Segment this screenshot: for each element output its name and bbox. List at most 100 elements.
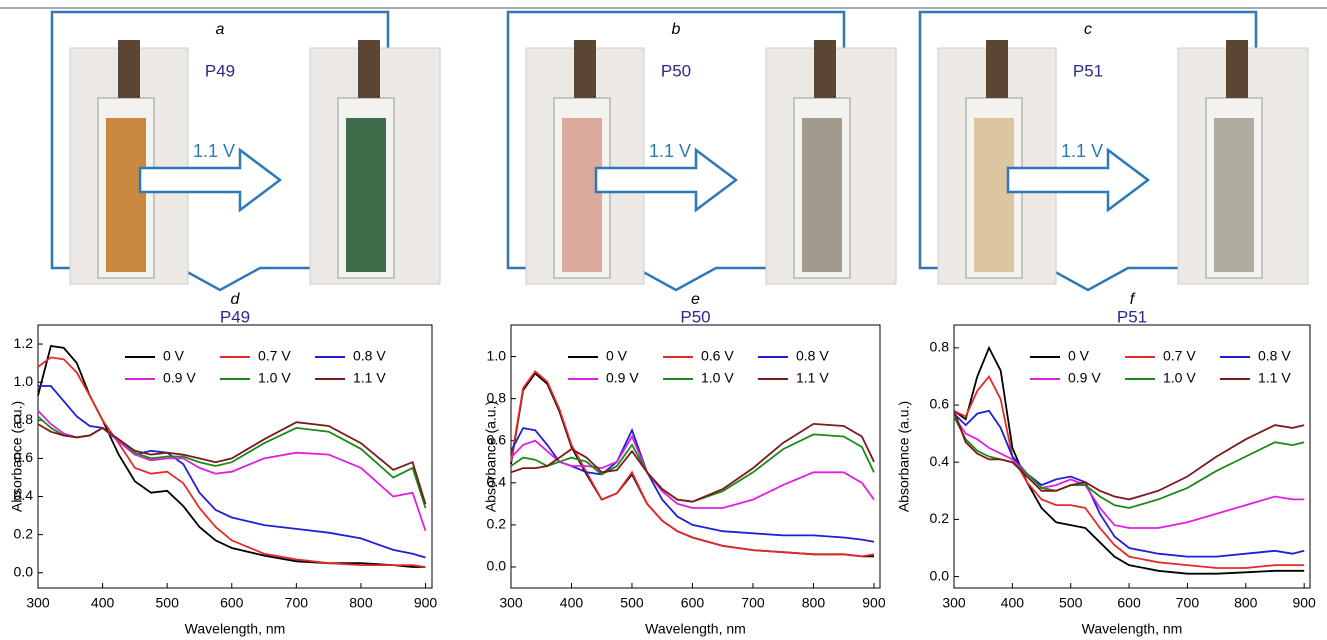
- x-tick-label: 700: [1176, 595, 1200, 611]
- x-tick-label: 300: [26, 595, 50, 611]
- x-axis-label: Wavelength, nm: [1082, 621, 1183, 637]
- y-tick-label: 0.0: [930, 567, 950, 583]
- legend-label: 0 V: [163, 348, 185, 364]
- voltage-label: 1.1 V: [1061, 141, 1103, 161]
- solution: [1214, 118, 1254, 272]
- series-line: [510, 372, 874, 558]
- y-tick-label: 0.4: [487, 474, 507, 490]
- y-tick-label: 0.6: [487, 431, 507, 447]
- x-tick-label: 600: [681, 595, 705, 611]
- x-tick-label: 400: [1001, 595, 1025, 611]
- legend-label: 0.7 V: [258, 348, 291, 364]
- legend-label: 0.9 V: [1068, 370, 1101, 386]
- x-tick-label: 500: [156, 595, 180, 611]
- series-line: [510, 434, 875, 509]
- series-line: [953, 416, 1305, 509]
- electrode: [574, 40, 596, 98]
- legend-label: 0.6 V: [701, 348, 734, 364]
- plot-frame: [953, 324, 1311, 589]
- x-tick-label: 800: [349, 595, 373, 611]
- y-tick-label: 0.2: [487, 516, 507, 532]
- series-line: [37, 421, 427, 505]
- x-tick-label: 600: [220, 595, 244, 611]
- solution: [974, 118, 1014, 272]
- arrow: [138, 147, 283, 213]
- sample-name: P50: [661, 61, 691, 80]
- chart-title: P50: [680, 307, 710, 326]
- panel-letter: c: [1084, 21, 1092, 38]
- solution: [346, 118, 386, 272]
- panel-letter: a: [216, 21, 225, 38]
- electrode: [118, 40, 140, 98]
- chart-title: P49: [220, 307, 250, 326]
- y-tick-label: 0.8: [14, 411, 34, 427]
- legend-label: 0.8 V: [796, 348, 829, 364]
- electrode: [1226, 40, 1248, 98]
- legend-label: 1.0 V: [701, 370, 734, 386]
- electrode: [986, 40, 1008, 98]
- y-axis-label: Absorbance (a.u.): [9, 401, 25, 512]
- y-tick-label: 0.4: [930, 453, 950, 469]
- x-tick-label: 800: [802, 595, 826, 611]
- y-tick-label: 0.0: [487, 558, 507, 574]
- y-tick-label: 0.6: [14, 449, 34, 465]
- legend-label: 1.1 V: [353, 370, 386, 386]
- y-tick-label: 0.0: [14, 563, 34, 579]
- plot-frame: [37, 324, 433, 589]
- legend-label: 1.0 V: [258, 370, 291, 386]
- series-line: [510, 427, 875, 543]
- y-axis-label: Absorbance (a.u.): [483, 401, 499, 512]
- electrode: [358, 40, 380, 98]
- series-line: [37, 415, 427, 509]
- arrow: [1006, 147, 1151, 213]
- electrode: [814, 40, 836, 98]
- series-line: [37, 356, 426, 568]
- series-line: [953, 374, 1305, 569]
- solution: [106, 118, 146, 272]
- x-tick-label: 500: [620, 595, 644, 611]
- x-tick-label: 300: [942, 595, 966, 611]
- legend-label: 0.9 V: [606, 370, 639, 386]
- y-tick-label: 0.2: [14, 525, 34, 541]
- arrow: [594, 147, 739, 213]
- y-tick-label: 1.0: [14, 373, 34, 389]
- panel-letter: f: [1130, 291, 1136, 308]
- legend-label: 1.1 V: [1258, 370, 1291, 386]
- legend-label: 0.9 V: [163, 370, 196, 386]
- voltage-label: 1.1 V: [193, 141, 235, 161]
- series-line: [953, 410, 1305, 501]
- y-tick-label: 1.0: [487, 347, 507, 363]
- panel-letter: e: [691, 291, 700, 308]
- solution: [802, 118, 842, 272]
- y-tick-label: 0.8: [487, 389, 507, 405]
- x-tick-label: 500: [1059, 595, 1083, 611]
- x-tick-label: 400: [91, 595, 115, 611]
- x-tick-label: 600: [1117, 595, 1141, 611]
- series-line: [953, 345, 1305, 575]
- x-tick-label: 300: [499, 595, 523, 611]
- voltage-label: 1.1 V: [649, 141, 691, 161]
- chart-title: P51: [1117, 307, 1147, 326]
- legend-label: 0.7 V: [1163, 348, 1196, 364]
- x-tick-label: 400: [560, 595, 584, 611]
- series-line: [510, 433, 875, 503]
- legend-label: 0.8 V: [1258, 348, 1291, 364]
- y-axis-label: Absorbance (a.u.): [896, 401, 912, 512]
- legend-label: 0.8 V: [353, 348, 386, 364]
- series-line: [510, 369, 875, 558]
- legend-label: 1.1 V: [796, 370, 829, 386]
- y-tick-label: 1.2: [14, 335, 34, 351]
- x-tick-label: 900: [414, 595, 438, 611]
- panel-letter: b: [672, 21, 681, 38]
- series-line: [953, 415, 1305, 529]
- legend-label: 0 V: [1068, 348, 1090, 364]
- y-tick-label: 0.2: [930, 510, 950, 526]
- y-tick-label: 0.4: [14, 487, 34, 503]
- x-tick-label: 700: [285, 595, 309, 611]
- x-tick-label: 700: [741, 595, 765, 611]
- series-line: [953, 409, 1305, 558]
- y-tick-label: 0.6: [930, 396, 950, 412]
- sample-name: P51: [1073, 61, 1103, 80]
- series-line: [37, 344, 426, 568]
